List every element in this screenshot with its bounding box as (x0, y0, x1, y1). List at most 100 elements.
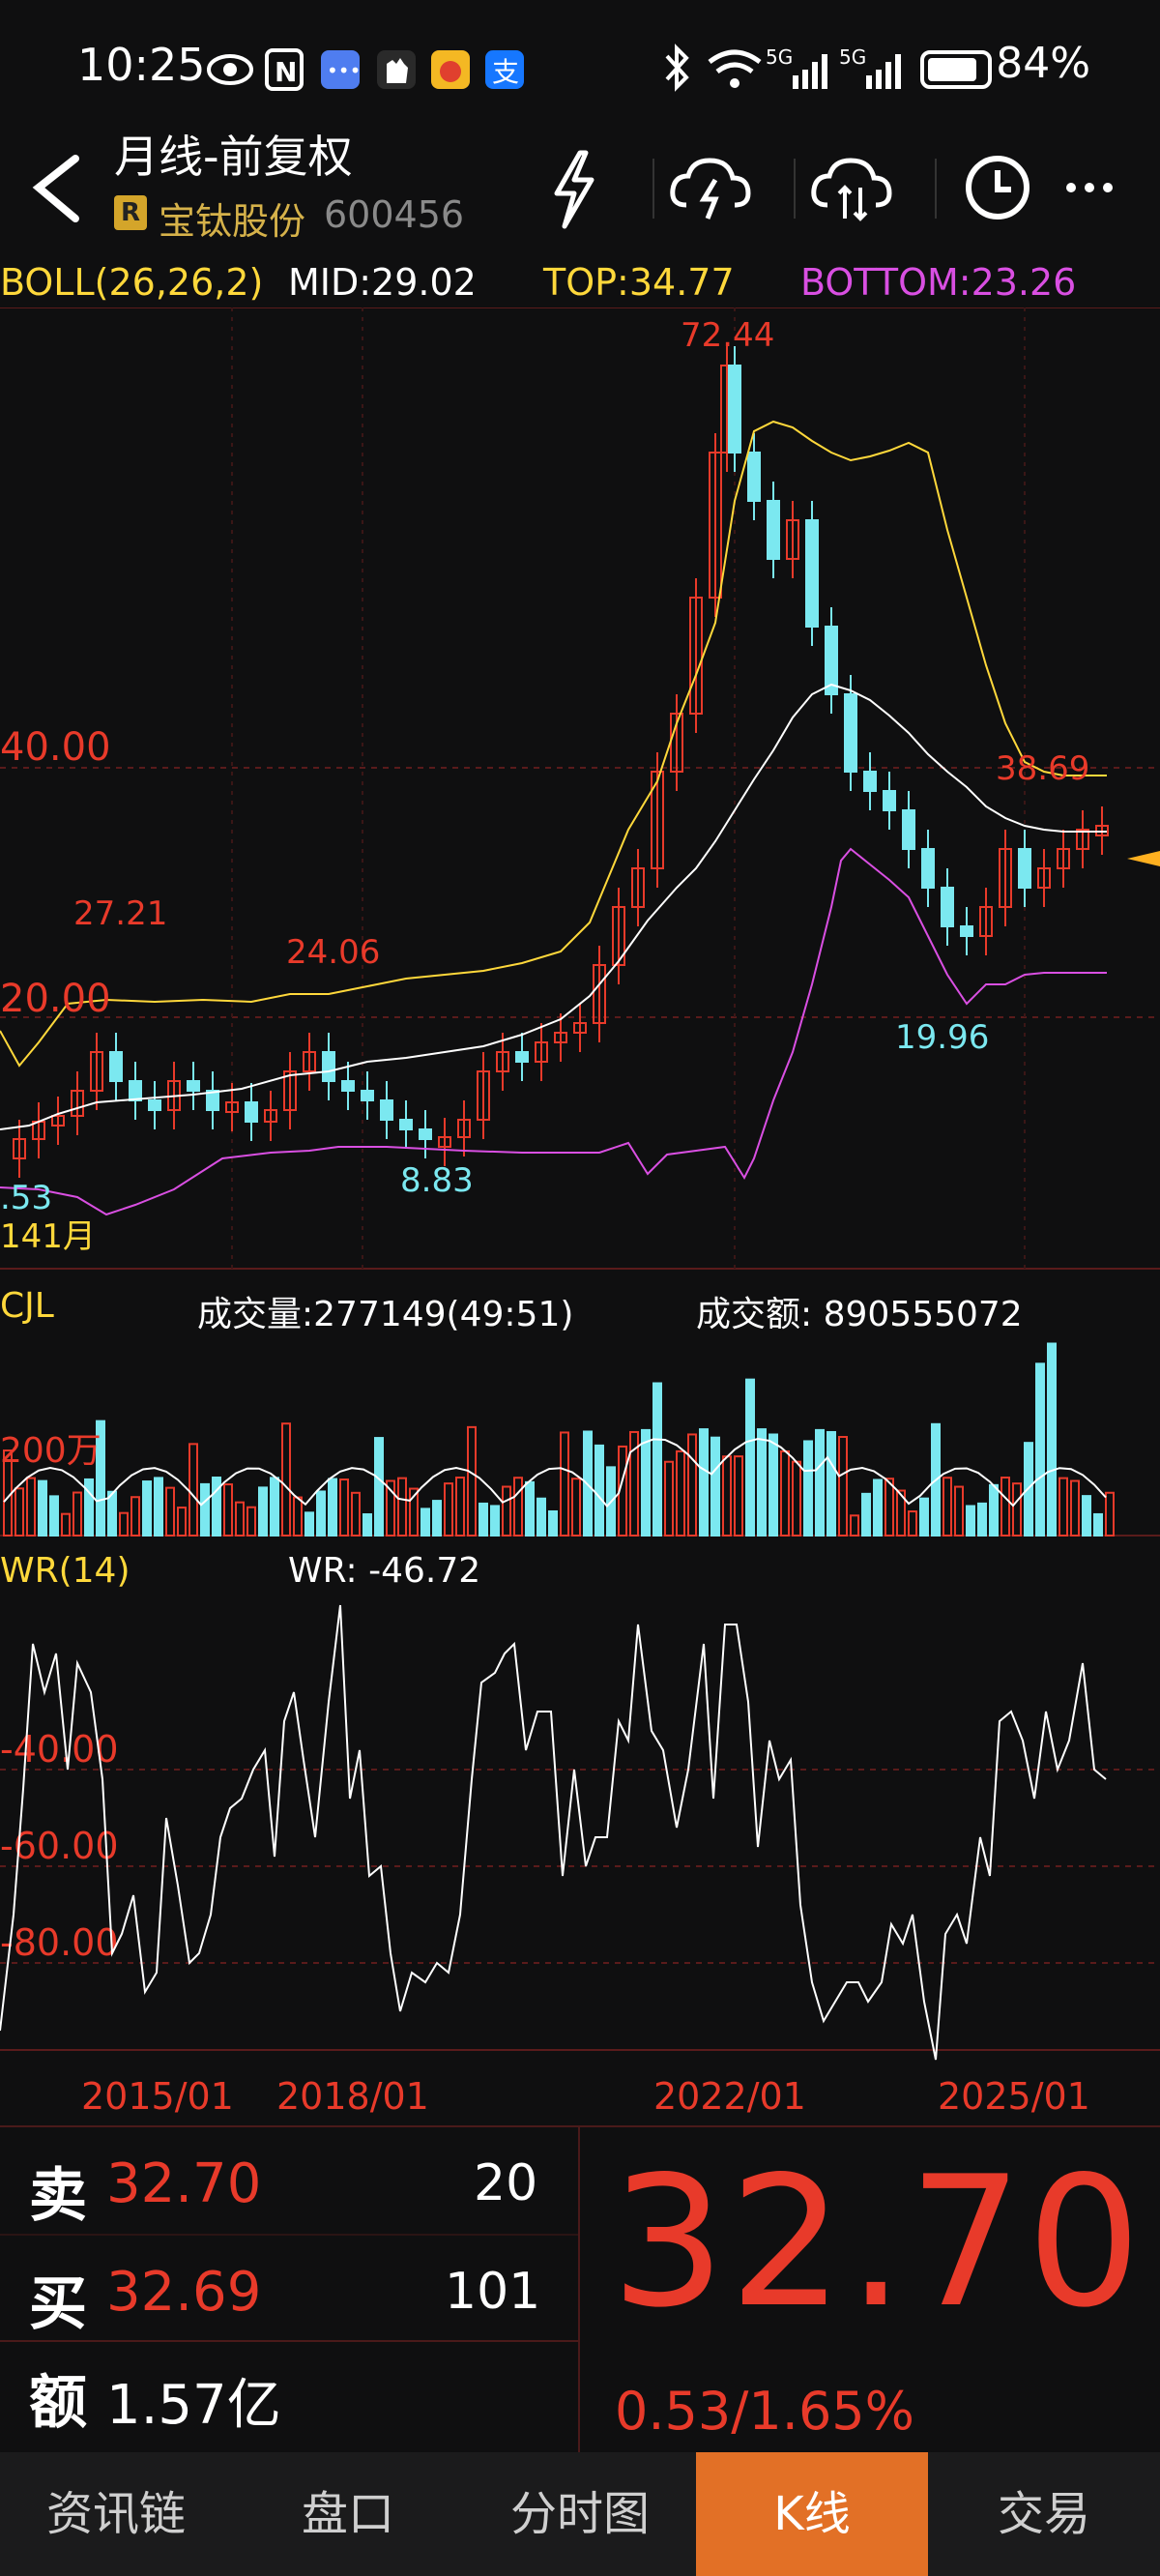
candle-body (399, 1119, 413, 1130)
wr-chart: -40.00 -60.00 -80.00 (0, 1604, 1160, 2061)
volume-bar (467, 1425, 477, 1537)
volume-bar (548, 1509, 558, 1537)
candle-body (1037, 867, 1051, 889)
peak1-annotation: 27.21 (73, 894, 167, 933)
glove-icon (377, 50, 416, 89)
message-icon: ••• (321, 50, 361, 89)
svg-text:N: N (275, 56, 297, 88)
buy-price: 32.69 (106, 2261, 262, 2324)
tab-order-book[interactable]: 盘口 (301, 2487, 394, 2541)
svg-text:•••: ••• (327, 59, 361, 82)
back-arrow-icon[interactable] (21, 145, 89, 232)
status-system-icons: 5G 5G (665, 44, 992, 92)
wr-y-label-80: -80.00 (0, 1921, 119, 1964)
volume-bar (1047, 1342, 1057, 1537)
volume-bar (699, 1428, 709, 1537)
volume-bar (444, 1482, 453, 1537)
bottom-tab-bar (0, 2452, 1160, 2576)
volume-bar (850, 1514, 859, 1537)
y-label-40: 40.00 (0, 725, 111, 770)
candle-body (341, 1080, 355, 1092)
boll-top-line (0, 420, 1107, 1068)
volume-bar (815, 1428, 825, 1537)
high-annotation: 72.44 (681, 316, 774, 355)
alipay-icon: 支 (485, 50, 524, 89)
x-label-2025: 2025/01 (938, 2075, 1090, 2118)
wr-line (0, 1604, 1107, 2061)
cloud-lightning-icon[interactable] (670, 158, 751, 220)
lightning-icon[interactable] (554, 150, 594, 229)
candle-body (225, 1101, 239, 1113)
volume-bar (896, 1489, 906, 1537)
volume-bar (490, 1505, 500, 1537)
volume-bar (339, 1478, 349, 1537)
months-count: 141月 (0, 1217, 96, 1256)
candle-body (825, 626, 838, 695)
volume-bar (977, 1502, 987, 1537)
candle-body (612, 906, 625, 966)
candle-body (380, 1099, 393, 1121)
current-price-marker (1127, 851, 1160, 866)
volume-bar (873, 1478, 883, 1537)
candle-body (631, 867, 645, 908)
volume-bar (803, 1440, 813, 1537)
volume-bar (560, 1431, 569, 1537)
volume-bar (861, 1492, 871, 1537)
candle-body (457, 1119, 471, 1138)
candle-body (438, 1136, 451, 1148)
candle-body (51, 1115, 65, 1127)
candle-body (902, 809, 915, 850)
candle-body (767, 500, 780, 560)
boll-bottom-line (0, 847, 1107, 1216)
low2-annotation: 19.96 (895, 1018, 989, 1057)
candle-body (264, 1109, 277, 1123)
volume-bar (838, 1436, 848, 1537)
volume-bar (61, 1512, 71, 1537)
volume-bar (989, 1483, 999, 1537)
volume-bar (571, 1478, 581, 1537)
sell-label: 卖 (29, 2162, 87, 2230)
left-low-annotation: .53 (0, 1179, 52, 1217)
volume-bar (1058, 1477, 1068, 1537)
volume-bar (246, 1506, 256, 1537)
svg-text:5G: 5G (839, 45, 866, 69)
volume-bar (374, 1437, 384, 1537)
kline-chart[interactable]: 40.00 20.00 72.44 27.21 24.06 8.83 19.96… (0, 307, 1160, 1274)
volume-bar (478, 1502, 488, 1537)
candle-body (419, 1128, 432, 1140)
candle-body (999, 848, 1012, 908)
low1-annotation: 8.83 (400, 1161, 474, 1200)
volume-bar (954, 1485, 964, 1537)
boll-top: TOP:34.77 (543, 261, 735, 304)
candle-body (844, 693, 857, 773)
volume-bar (14, 1487, 24, 1537)
tab-kline[interactable]: K线 (696, 2452, 928, 2576)
candle-body (573, 1022, 587, 1034)
volume-bar (420, 1508, 430, 1537)
volume-bar (1105, 1491, 1115, 1537)
volume-bar (107, 1490, 117, 1537)
svg-text:5G: 5G (766, 45, 793, 69)
boll-bottom: BOTTOM:23.26 (800, 261, 1077, 304)
candle-body (477, 1070, 490, 1121)
tab-news[interactable]: 资讯链 (45, 2487, 186, 2541)
volume-bar (281, 1422, 291, 1537)
tab-intraday[interactable]: 分时图 (509, 2487, 650, 2541)
volume-bar (710, 1436, 720, 1537)
volume-bar (757, 1428, 767, 1537)
candle-body (1018, 848, 1031, 889)
volume-bar (49, 1495, 59, 1537)
volume-bar (629, 1430, 639, 1537)
volume-bar (397, 1477, 407, 1537)
amount-value: 1.57亿 (106, 2374, 281, 2437)
candle-body (283, 1070, 297, 1111)
cloud-sync-icon[interactable] (811, 158, 892, 221)
tab-trade[interactable]: 交易 (997, 2487, 1090, 2541)
clock-icon[interactable] (966, 156, 1030, 220)
volume-bar (745, 1378, 755, 1537)
volume-bar (734, 1455, 743, 1537)
more-icon[interactable] (1066, 183, 1113, 192)
volume-bar (328, 1478, 337, 1537)
candle-body (554, 1032, 567, 1043)
candle-body (13, 1138, 26, 1159)
